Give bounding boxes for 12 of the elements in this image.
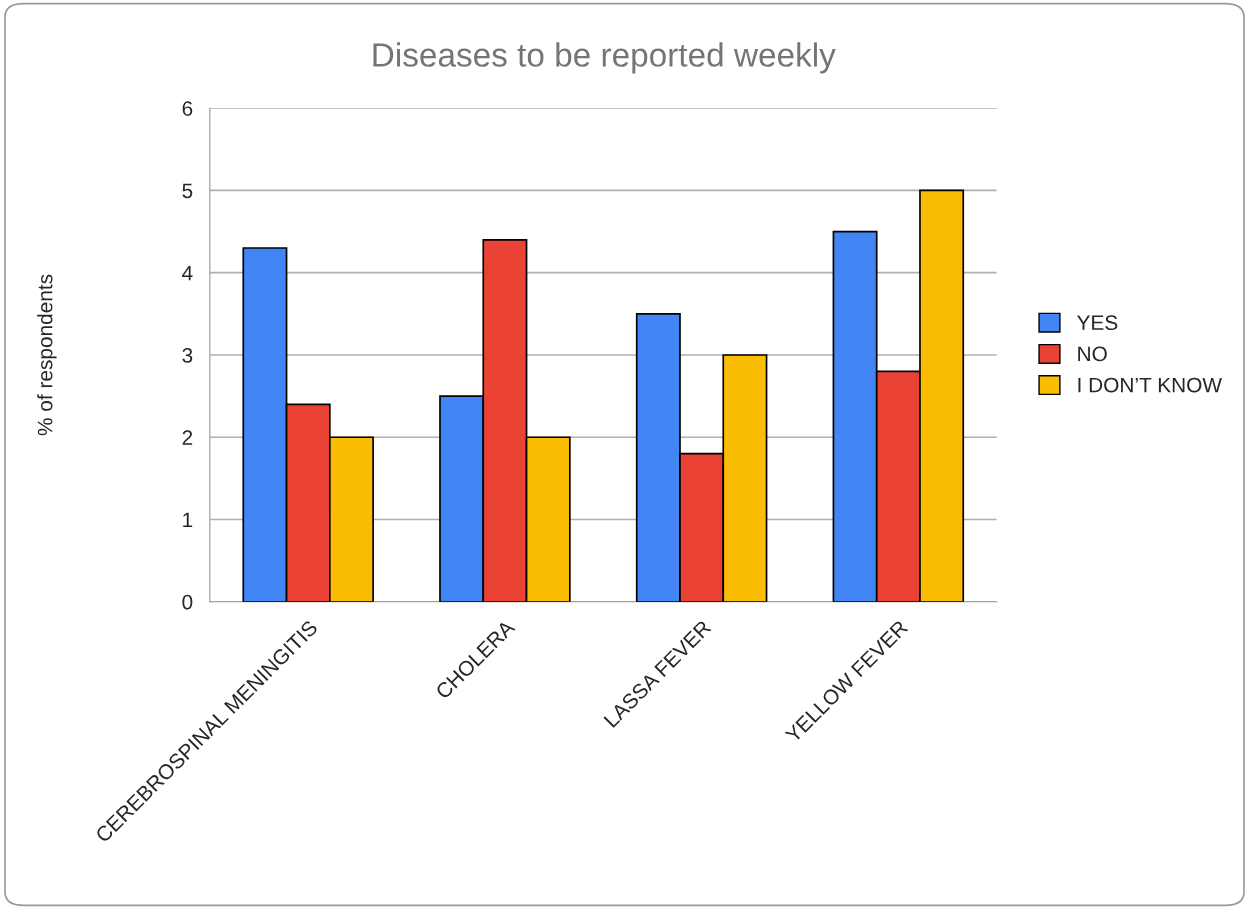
legend-label: NO (1078, 346, 1107, 362)
y-axis-title: % of respondents (37, 274, 57, 436)
y-tick-label: 0 (182, 594, 193, 610)
y-tick-label: 4 (182, 265, 193, 281)
legend-label: YES (1077, 315, 1118, 331)
chart-title: Diseases to be reported weekly (373, 42, 836, 74)
y-tick-label: 3 (182, 347, 193, 363)
y-tick-label: 6 (182, 101, 193, 116)
y-tick-label: 5 (182, 183, 193, 199)
y-tick-label: 1 (183, 512, 193, 528)
legend-label: I DON’T KNOW (1078, 377, 1222, 393)
y-tick-label: 2 (182, 430, 193, 445)
